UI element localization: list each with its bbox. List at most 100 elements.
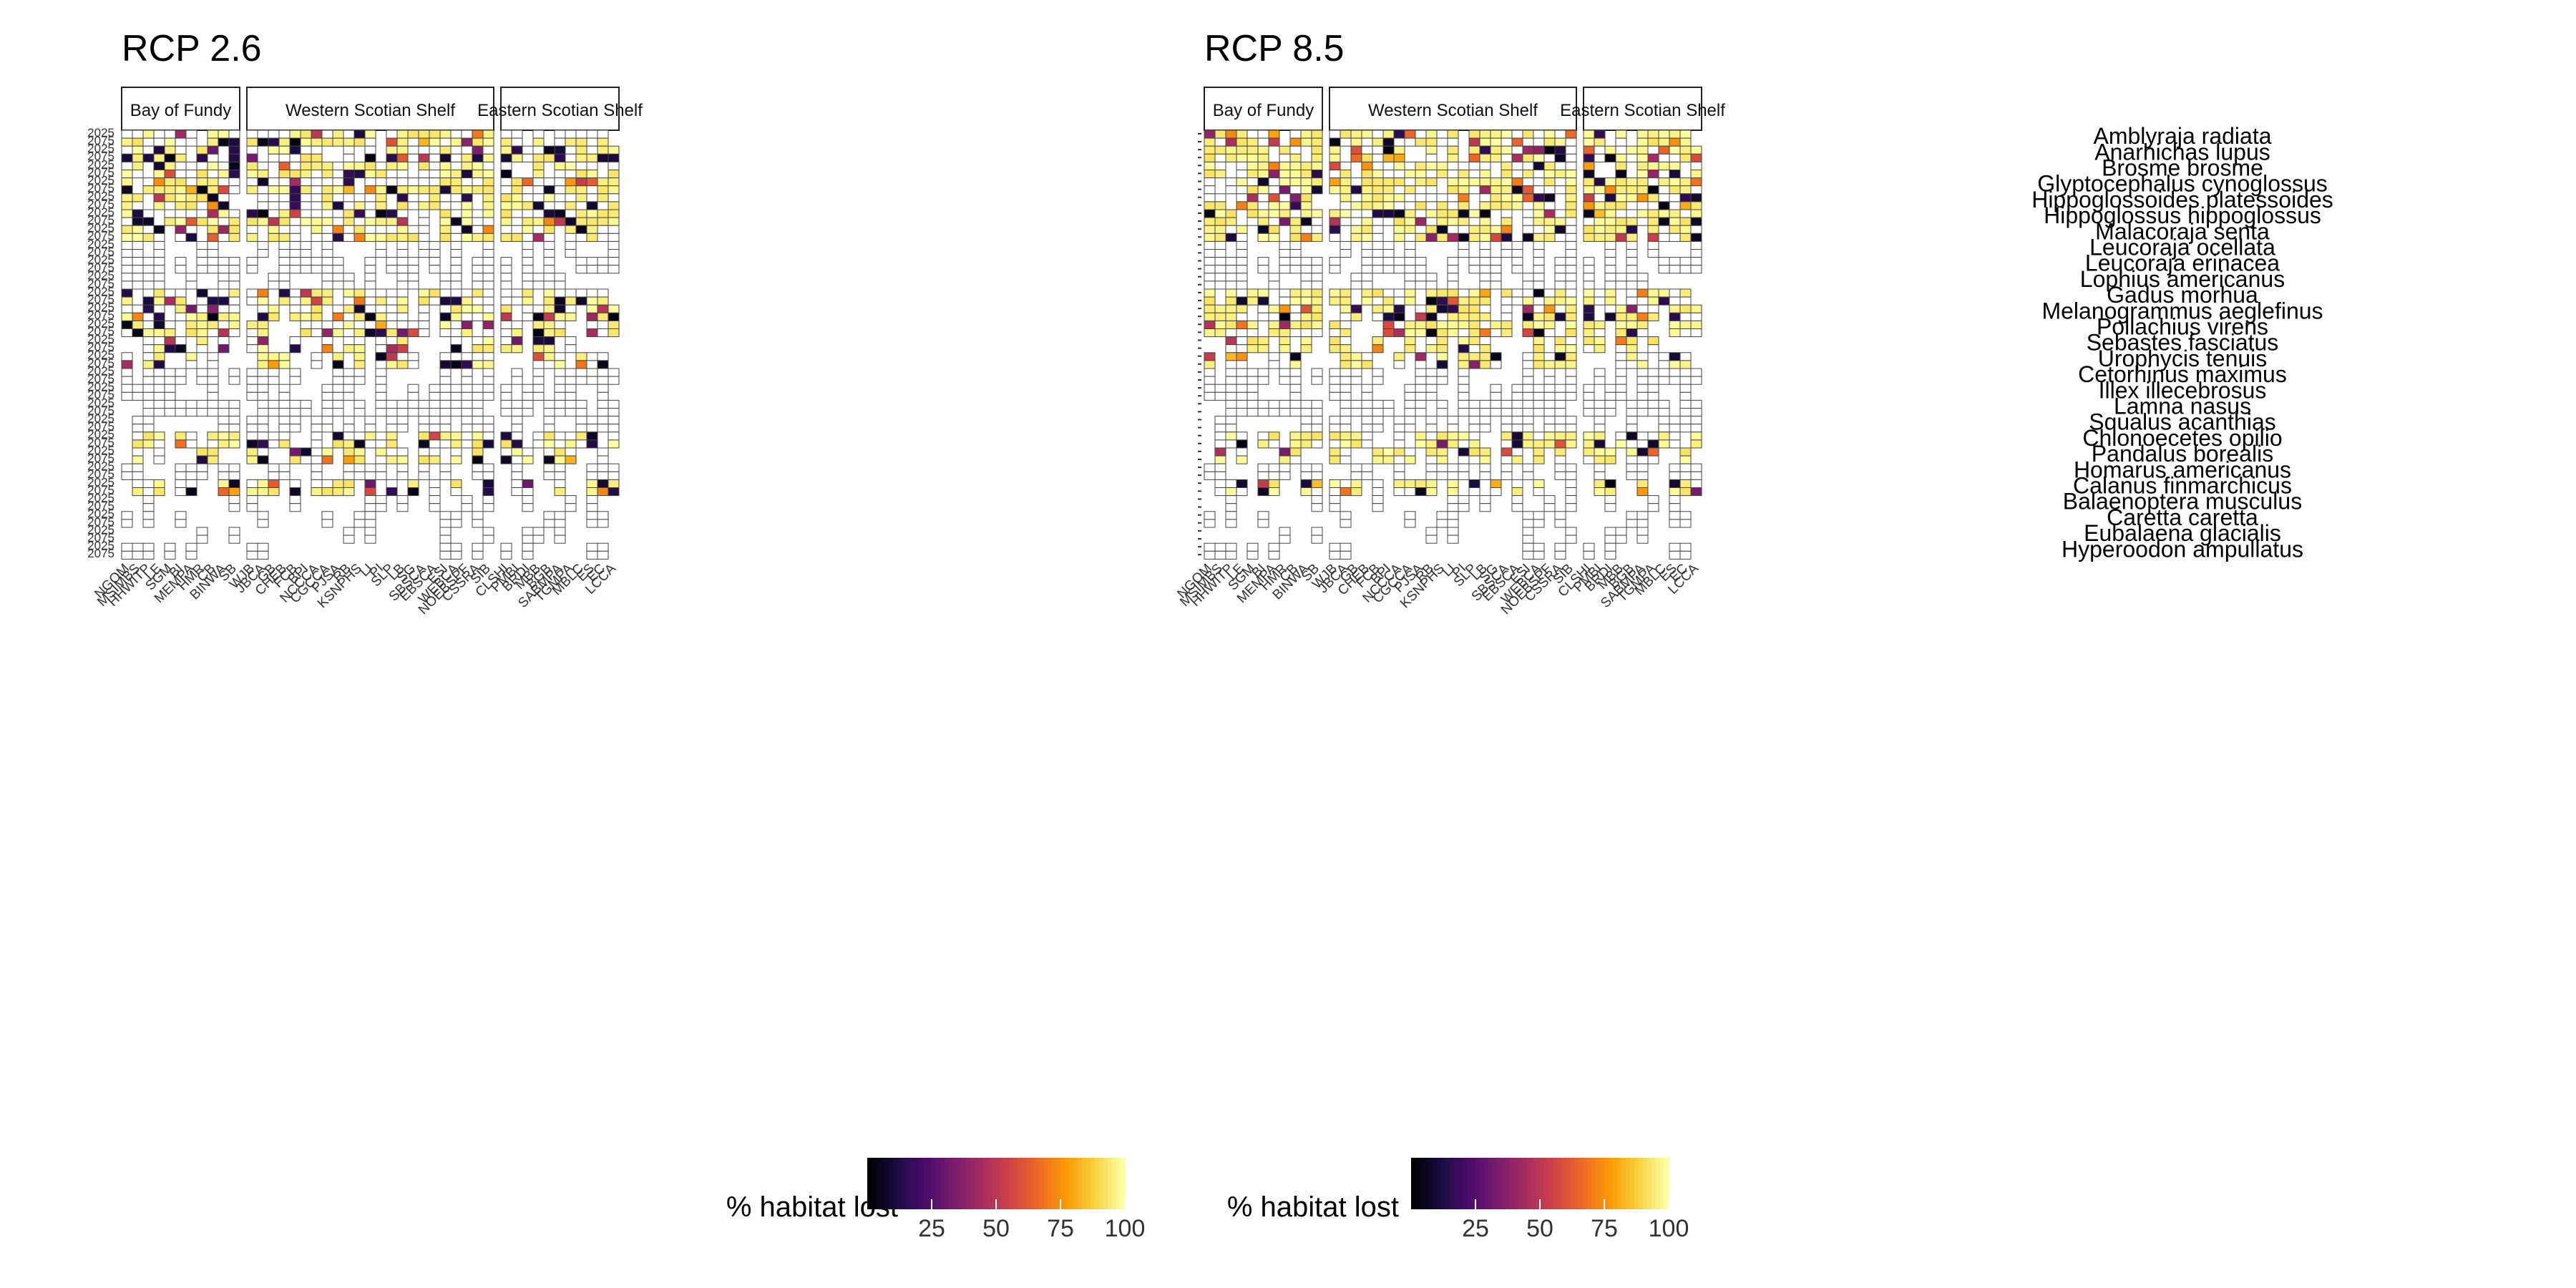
heatmap-cell bbox=[364, 177, 376, 187]
heatmap-cell bbox=[418, 240, 430, 250]
heatmap-cell bbox=[1236, 249, 1248, 258]
heatmap-cell bbox=[175, 177, 187, 187]
heatmap-cell bbox=[1468, 304, 1480, 313]
heatmap-cell bbox=[228, 320, 240, 329]
heatmap-cell bbox=[1479, 336, 1491, 346]
heatmap-cell bbox=[1533, 360, 1545, 369]
heatmap-cell bbox=[218, 431, 230, 441]
heatmap-cell bbox=[1533, 145, 1545, 155]
heatmap-cell bbox=[1479, 399, 1491, 409]
heatmap-cell bbox=[289, 368, 301, 377]
heatmap-cell bbox=[1340, 431, 1352, 441]
heatmap-cell bbox=[1311, 439, 1323, 449]
heatmap-cell bbox=[1415, 225, 1427, 234]
heatmap-cell bbox=[1329, 288, 1341, 298]
heatmap-cell bbox=[1511, 161, 1523, 170]
colorbar-segment bbox=[897, 1158, 902, 1209]
heatmap-cell bbox=[153, 336, 165, 346]
heatmap-cell bbox=[386, 217, 398, 226]
heatmap-cell bbox=[1382, 304, 1395, 313]
heatmap-cell bbox=[396, 296, 409, 306]
heatmap-cell bbox=[1300, 185, 1312, 195]
heatmap-cell bbox=[278, 384, 291, 393]
heatmap-cell bbox=[575, 416, 587, 425]
heatmap-cell bbox=[343, 217, 355, 226]
heatmap-cell bbox=[142, 312, 155, 321]
heatmap-cell bbox=[565, 201, 577, 210]
heatmap-cell bbox=[1289, 217, 1302, 226]
heatmap-cell bbox=[1479, 130, 1491, 139]
heatmap-cell bbox=[228, 416, 240, 425]
heatmap-cell bbox=[311, 225, 323, 234]
heatmap-cell bbox=[511, 137, 523, 147]
heatmap-cell bbox=[228, 408, 240, 417]
heatmap-cell bbox=[1393, 209, 1405, 218]
heatmap-cell bbox=[164, 177, 176, 187]
heatmap-cell bbox=[608, 424, 620, 433]
heatmap-cell bbox=[278, 296, 291, 306]
heatmap-cell bbox=[1636, 193, 1649, 203]
heatmap-cell bbox=[1533, 257, 1545, 266]
heatmap-cell bbox=[175, 487, 187, 497]
colorbar-segment bbox=[1056, 1158, 1061, 1209]
heatmap-cell bbox=[1554, 153, 1566, 162]
heatmap-cell bbox=[343, 209, 355, 218]
heatmap-cell bbox=[1501, 225, 1513, 234]
heatmap-cell bbox=[132, 447, 144, 457]
heatmap-cell bbox=[1690, 376, 1702, 385]
heatmap-cell bbox=[1436, 447, 1448, 457]
heatmap-cell bbox=[1268, 487, 1280, 497]
heatmap-cell bbox=[1690, 328, 1702, 338]
y-tick-label: 2075 bbox=[87, 150, 114, 163]
heatmap-cell bbox=[300, 240, 312, 250]
heatmap-cell bbox=[207, 193, 219, 203]
heatmap-cell bbox=[268, 185, 280, 195]
colorbar-segment bbox=[1112, 1158, 1117, 1209]
heatmap-cell bbox=[300, 177, 312, 187]
heatmap-cell bbox=[1236, 273, 1248, 282]
heatmap-cell bbox=[196, 265, 208, 274]
colorbar-segment bbox=[1428, 1158, 1433, 1209]
species-label: Caretta caretta bbox=[2107, 504, 2258, 530]
heatmap-cell bbox=[1289, 145, 1302, 155]
heatmap-cell bbox=[1257, 265, 1269, 274]
heatmap-cell bbox=[1543, 288, 1556, 298]
heatmap-cell bbox=[196, 463, 208, 472]
heatmap-cell bbox=[321, 416, 333, 425]
heatmap-cell bbox=[1350, 487, 1362, 497]
heatmap-cell bbox=[1554, 542, 1566, 552]
heatmap-cell bbox=[1647, 201, 1659, 210]
heatmap-cell bbox=[1447, 439, 1459, 449]
heatmap-cell bbox=[1511, 177, 1523, 187]
heatmap-cell bbox=[1300, 265, 1312, 274]
colorbar-segment bbox=[1664, 1158, 1669, 1209]
heatmap-cell bbox=[1658, 360, 1670, 369]
heatmap-cell bbox=[1350, 185, 1362, 195]
heatmap-cell bbox=[289, 495, 301, 504]
heatmap-cell bbox=[461, 503, 473, 512]
heatmap-cell bbox=[1543, 399, 1556, 409]
heatmap-cell bbox=[1257, 288, 1269, 298]
colorbar-segment bbox=[957, 1158, 962, 1209]
heatmap-cell bbox=[461, 408, 473, 417]
heatmap-cell bbox=[132, 479, 144, 489]
heatmap-cell bbox=[461, 368, 473, 377]
heatmap-cell bbox=[278, 240, 291, 250]
heatmap-cell bbox=[1565, 249, 1577, 258]
heatmap-cell bbox=[153, 344, 165, 353]
heatmap-cell bbox=[1468, 424, 1480, 433]
heatmap-cell bbox=[1468, 185, 1480, 195]
heatmap-cell bbox=[439, 416, 452, 425]
heatmap-cell bbox=[1236, 233, 1248, 242]
heatmap-cell bbox=[1257, 463, 1269, 472]
heatmap-cell bbox=[1615, 328, 1627, 338]
heatmap-cell bbox=[1594, 225, 1606, 234]
colorbar-segment bbox=[1488, 1158, 1493, 1209]
heatmap-cell bbox=[1236, 225, 1248, 234]
heatmap-cell bbox=[343, 439, 355, 449]
heatmap-cell bbox=[1615, 384, 1627, 393]
heatmap-cell bbox=[1382, 328, 1395, 338]
heatmap-cell bbox=[1468, 312, 1480, 321]
heatmap-cell bbox=[472, 431, 484, 441]
heatmap-cell bbox=[246, 550, 258, 560]
